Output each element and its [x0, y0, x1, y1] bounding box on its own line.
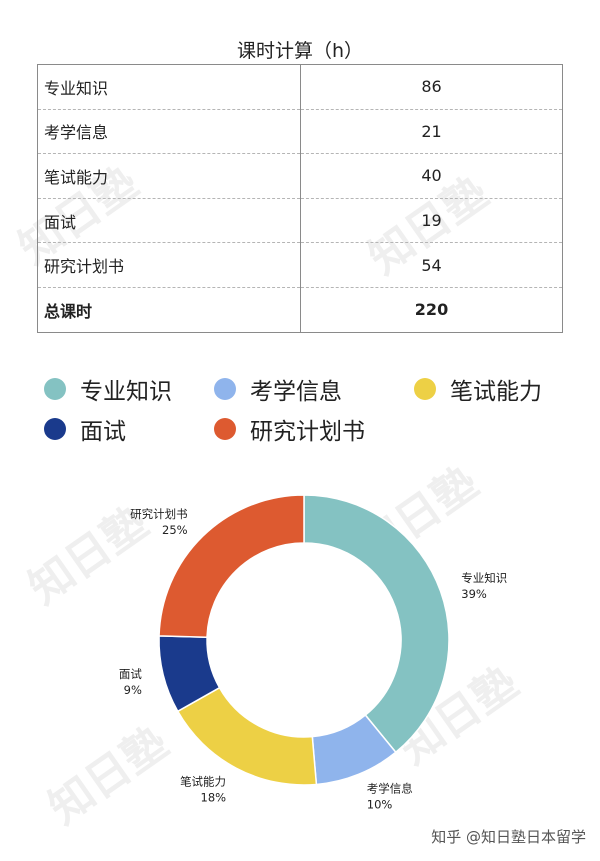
- table-row: 笔试能力 40: [37, 153, 563, 199]
- legend-swatch: [44, 378, 66, 400]
- legend-item: 笔试能力: [414, 372, 542, 406]
- row-label: 总课时: [37, 287, 301, 333]
- legend-label: 研究计划书: [250, 419, 365, 445]
- table-row: 考学信息 21: [37, 109, 563, 155]
- legend-swatch: [44, 418, 66, 440]
- donut-slice: [176, 686, 318, 786]
- row-label: 专业知识: [37, 64, 301, 110]
- legend-item: 专业知识: [44, 372, 172, 406]
- table-row: 总课时 220: [37, 287, 563, 333]
- row-value: 220: [300, 287, 563, 333]
- row-value: 86: [300, 64, 563, 110]
- row-value: 21: [300, 109, 563, 155]
- row-label: 笔试能力: [37, 153, 301, 199]
- legend-swatch: [214, 418, 236, 440]
- table-row: 面试 19: [37, 198, 563, 244]
- row-label: 研究计划书: [37, 242, 301, 288]
- slice-percent-label: 39%: [461, 587, 487, 601]
- slice-percent-label: 25%: [162, 523, 188, 537]
- legend-label: 笔试能力: [450, 379, 542, 405]
- donut-slice: [303, 494, 450, 754]
- legend-item: 面试: [44, 412, 126, 446]
- row-label: 考学信息: [37, 109, 301, 155]
- slice-category-label: 面试: [119, 667, 142, 681]
- table-title: 课时计算（h）: [236, 40, 364, 62]
- table-row: 研究计划书 54: [37, 242, 563, 288]
- legend-label: 专业知识: [80, 379, 172, 405]
- slice-category-label: 研究计划书: [130, 507, 188, 521]
- slice-percent-label: 10%: [367, 798, 393, 812]
- table-row: 专业知识 86: [37, 64, 563, 110]
- legend-swatch: [414, 378, 436, 400]
- legend-label: 面试: [80, 419, 126, 445]
- footer-credit: 知乎 @知日塾日本留学: [431, 828, 586, 846]
- legend-item: 研究计划书: [214, 412, 365, 446]
- slice-percent-label: 18%: [201, 791, 227, 805]
- slice-category-label: 考学信息: [367, 782, 413, 796]
- row-value: 54: [300, 242, 563, 288]
- legend-label: 考学信息: [250, 379, 342, 405]
- donut-chart: 专业知识 39% 考学信息 10% 笔试能力 18% 面试 9% 研究计划书 25%: [119, 494, 507, 812]
- legend-item: 考学信息: [214, 372, 342, 406]
- row-value: 40: [300, 153, 563, 199]
- slice-percent-label: 9%: [124, 683, 142, 697]
- hours-table: 专业知识 86 考学信息 21 笔试能力 40 面试 19 研究计划书 54 总课时 220: [37, 64, 563, 333]
- slice-category-label: 专业知识: [461, 571, 507, 585]
- row-value: 19: [300, 198, 563, 244]
- row-label: 面试: [37, 198, 301, 244]
- legend-swatch: [214, 378, 236, 400]
- slice-category-label: 笔试能力: [180, 775, 226, 789]
- donut-slice: [158, 494, 305, 639]
